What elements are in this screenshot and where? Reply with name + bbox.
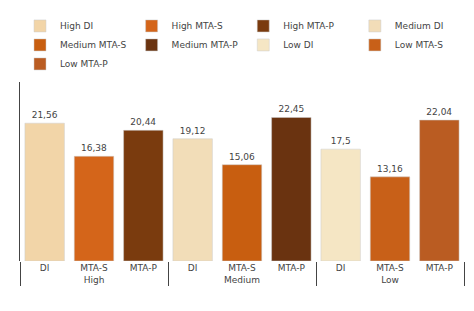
- svg-text:DI: DI: [336, 263, 346, 273]
- svg-text:Medium MTA-S: Medium MTA-S: [60, 40, 127, 50]
- svg-text:Low DI: Low DI: [283, 40, 313, 50]
- svg-text:Medium MTA-P: Medium MTA-P: [172, 40, 239, 50]
- svg-text:High: High: [84, 275, 105, 285]
- svg-text:16,38: 16,38: [81, 143, 107, 153]
- svg-text:Low MTA-P: Low MTA-P: [60, 59, 108, 69]
- svg-text:MTA-S: MTA-S: [80, 263, 108, 273]
- svg-text:High MTA-S: High MTA-S: [172, 21, 223, 31]
- svg-text:Low: Low: [381, 275, 399, 285]
- svg-text:DI: DI: [188, 263, 198, 273]
- svg-text:MTA-P: MTA-P: [278, 263, 306, 273]
- svg-text:Low MTA-S: Low MTA-S: [395, 40, 443, 50]
- svg-text:20,44: 20,44: [130, 117, 156, 127]
- svg-text:DI: DI: [40, 263, 50, 273]
- svg-text:15,06: 15,06: [229, 152, 255, 162]
- svg-text:High DI: High DI: [60, 21, 93, 31]
- svg-text:Medium DI: Medium DI: [395, 21, 443, 31]
- svg-text:MTA-S: MTA-S: [376, 263, 404, 273]
- svg-text:High MTA-P: High MTA-P: [283, 21, 334, 31]
- svg-text:MTA-S: MTA-S: [228, 263, 256, 273]
- svg-text:MTA-P: MTA-P: [130, 263, 158, 273]
- svg-text:MTA-P: MTA-P: [426, 263, 454, 273]
- svg-text:17,5: 17,5: [331, 136, 351, 146]
- svg-text:19,12: 19,12: [180, 126, 206, 136]
- svg-text:22,04: 22,04: [426, 107, 452, 117]
- svg-text:21,56: 21,56: [32, 110, 58, 120]
- svg-text:Medium: Medium: [224, 275, 260, 285]
- svg-text:22,45: 22,45: [278, 104, 304, 114]
- svg-text:13,16: 13,16: [377, 164, 403, 174]
